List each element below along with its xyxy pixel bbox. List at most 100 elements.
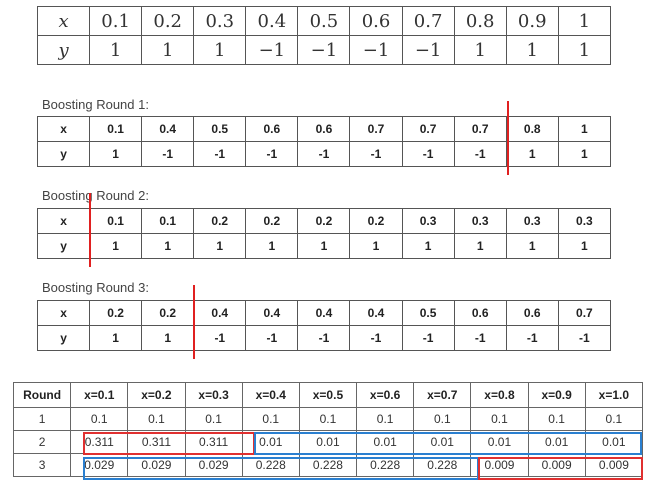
x-cell: 0.5: [401, 300, 455, 326]
y-cell: 1: [89, 35, 143, 65]
header-cell: x=0.1: [70, 382, 129, 408]
y-cell: −1: [245, 35, 299, 65]
x-cell: 1: [557, 6, 612, 36]
y-cell: −1: [297, 35, 351, 65]
y-cell: 1: [245, 233, 299, 259]
y-cell: 1: [349, 233, 403, 259]
weight-cell: 0.1: [584, 407, 644, 431]
x-label: x: [36, 208, 91, 234]
y-cell: -1: [193, 141, 247, 167]
y-cell: -1: [297, 325, 351, 351]
y-cell: −1: [349, 35, 403, 65]
y-label: y: [36, 35, 91, 65]
y-cell: -1: [193, 325, 247, 351]
round-2-high-weight-highlight: [83, 432, 255, 455]
header-cell: x=0.4: [241, 382, 300, 408]
y-cell: 1: [505, 141, 559, 167]
x-cell: 0.7: [349, 116, 403, 142]
round-3-split-line: [193, 285, 195, 359]
weight-cell: 0.01: [356, 430, 415, 454]
x-cell: 0.2: [193, 208, 247, 234]
x-cell: 0.5: [297, 6, 351, 36]
x-cell: 0.1: [89, 208, 143, 234]
weight-cell: 0.1: [70, 407, 129, 431]
x-cell: 0.3: [453, 208, 507, 234]
x-label: x: [36, 116, 91, 142]
x-row: x 0.1 0.1 0.2 0.2 0.2 0.2 0.3 0.3 0.3 0.…: [36, 208, 612, 234]
y-row: y 1 1 1 1 1 1 1 1 1 1: [36, 233, 612, 259]
x-cell: 0.8: [505, 116, 559, 142]
x-cell: 0.6: [297, 116, 351, 142]
x-cell: 0.2: [245, 208, 299, 234]
round-2-split-line: [89, 193, 91, 267]
y-cell: 1: [453, 35, 507, 65]
y-cell: 1: [557, 233, 612, 259]
y-cell: -1: [453, 141, 507, 167]
y-cell: -1: [453, 325, 507, 351]
y-cell: 1: [557, 141, 612, 167]
x-cell: 0.7: [557, 300, 612, 326]
header-cell: Round: [12, 382, 72, 408]
round-cell: 1: [12, 407, 72, 431]
x-cell: 0.1: [141, 208, 195, 234]
x-label: x: [36, 6, 91, 36]
y-cell: 1: [505, 35, 559, 65]
weight-cell: 0.1: [413, 407, 472, 431]
weight-cell: 0.01: [298, 430, 358, 454]
x-cell: 0.5: [193, 116, 247, 142]
y-cell: 1: [297, 233, 351, 259]
x-cell: 0.6: [245, 116, 299, 142]
x-row: x 0.1 0.4 0.5 0.6 0.6 0.7 0.7 0.7 0.8 1: [36, 116, 612, 142]
header-cell: x=0.3: [184, 382, 243, 408]
x-cell: 0.2: [89, 300, 143, 326]
weight-cell: 0.1: [127, 407, 186, 431]
y-cell: 1: [89, 141, 143, 167]
y-cell: 1: [453, 233, 507, 259]
round-1-title: Boosting Round 1:: [42, 97, 149, 112]
header-cell: x=0.5: [298, 382, 358, 408]
y-cell: -1: [245, 325, 299, 351]
header-cell: x=0.9: [527, 382, 586, 408]
weights-header-row: Round x=0.1 x=0.2 x=0.3 x=0.4 x=0.5 x=0.…: [12, 382, 644, 408]
y-cell: 1: [141, 35, 195, 65]
round-cell: 3: [12, 453, 72, 477]
weight-cell: 0.1: [527, 407, 586, 431]
x-cell: 0.2: [297, 208, 351, 234]
round-2-table: x 0.1 0.1 0.2 0.2 0.2 0.2 0.3 0.3 0.3 0.…: [36, 208, 612, 259]
x-cell: 0.3: [193, 6, 247, 36]
header-cell: x=0.8: [470, 382, 529, 408]
header-cell: x=0.7: [413, 382, 472, 408]
x-cell: 0.6: [505, 300, 559, 326]
y-cell: -1: [141, 141, 195, 167]
y-cell: 1: [505, 233, 559, 259]
training-data-table: x 0.1 0.2 0.3 0.4 0.5 0.6 0.7 0.8 0.9 1 …: [36, 6, 612, 65]
y-cell: -1: [349, 141, 403, 167]
y-cell: -1: [401, 141, 455, 167]
weight-cell: 0.1: [184, 407, 243, 431]
round-3-table: x 0.2 0.2 0.4 0.4 0.4 0.4 0.5 0.6 0.6 0.…: [36, 300, 612, 351]
x-cell: 0.7: [453, 116, 507, 142]
header-cell: x=1.0: [584, 382, 644, 408]
y-cell: 1: [193, 233, 247, 259]
header-cell: x=0.6: [356, 382, 415, 408]
weight-cell: 0.311: [70, 430, 129, 454]
y-row: y 1 -1 -1 -1 -1 -1 -1 -1 1 1: [36, 141, 612, 167]
weight-cell: 0.1: [241, 407, 300, 431]
y-cell: -1: [245, 141, 299, 167]
y-cell: 1: [141, 233, 195, 259]
y-cell: 1: [141, 325, 195, 351]
x-cell: 0.9: [505, 6, 559, 36]
round-1-split-line: [507, 101, 509, 175]
x-cell: 0.4: [141, 116, 195, 142]
x-cell: 0.7: [401, 6, 455, 36]
y-label: y: [36, 325, 91, 351]
y-cell: -1: [401, 325, 455, 351]
weights-row: 2 0.311 0.311 0.311 0.01 0.01 0.01 0.01 …: [12, 430, 644, 454]
y-cell: -1: [505, 325, 559, 351]
y-cell: 1: [89, 325, 143, 351]
y-cell: 1: [401, 233, 455, 259]
x-label: x: [36, 300, 91, 326]
x-cell: 0.4: [245, 6, 299, 36]
y-row: y 1 1 -1 -1 -1 -1 -1 -1 -1 -1: [36, 325, 612, 351]
x-cell: 0.2: [141, 6, 195, 36]
